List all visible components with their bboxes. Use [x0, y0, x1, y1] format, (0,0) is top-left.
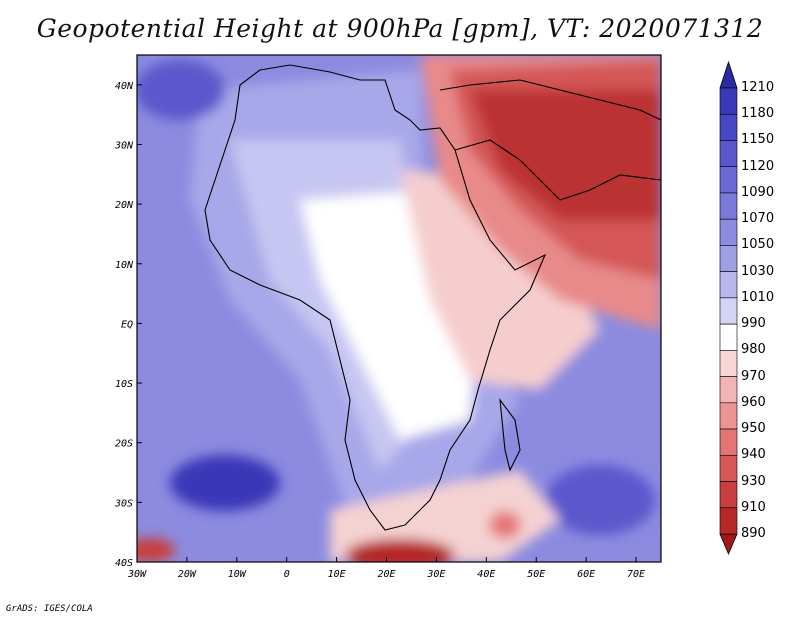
colorbar-top-triangle [719, 60, 738, 89]
colorbar-label: 1070 [741, 211, 775, 227]
lon-tick-label: 10W [228, 569, 247, 580]
lon-tick-label: 60E [577, 569, 595, 580]
colorbar-bottom-triangle [719, 533, 738, 556]
lat-tick-label: EQ [121, 319, 133, 330]
colorbar-box [719, 323, 738, 351]
colorbar-box [719, 376, 738, 404]
colorbar-box [719, 454, 738, 482]
lon-tick-label: 30E [426, 569, 445, 580]
colorbar-label: 1030 [741, 263, 775, 279]
colorbar-label: 1120 [741, 158, 775, 174]
lon-tick-label: 20E [377, 569, 395, 580]
lat-tick-label: 30S [114, 498, 133, 509]
colorbar-box [719, 192, 738, 220]
colorbar-label: 930 [741, 473, 766, 489]
colorbar-label: 1010 [741, 289, 775, 305]
lat-tick-label: 20S [115, 439, 133, 450]
colorbar-label: 910 [741, 499, 766, 515]
colorbar-box [719, 350, 738, 377]
colorbar-label: 990 [741, 316, 766, 332]
colorbar-label: 970 [741, 368, 766, 384]
colorbar-label: 1150 [741, 132, 775, 148]
height-field [137, 55, 661, 562]
lon-tick-label: 50E [527, 569, 545, 580]
colorbar [719, 60, 738, 556]
lat-tick-label: 40N [115, 81, 134, 92]
colorbar-box [719, 271, 738, 299]
lat-tick-label: 20N [115, 200, 134, 211]
axis-ticks: 30W 20W 10W 0 10E 20E 30E 40E 50E 60E 70E 40N 30N 20N… [114, 81, 645, 580]
colorbar-box [719, 218, 738, 246]
colorbar-box [719, 507, 738, 535]
colorbar-label: 890 [741, 526, 766, 541]
colorbar-box [719, 87, 738, 115]
colorbar-label: 1180 [741, 106, 775, 122]
colorbar-label: 940 [741, 447, 766, 463]
colorbar-box [719, 245, 738, 272]
lon-tick-label: 10E [328, 569, 346, 580]
lon-tick-label: 20W [178, 569, 197, 580]
colorbar-label: 950 [741, 421, 766, 437]
colorbar-box [719, 402, 738, 430]
colorbar-label: 980 [741, 342, 766, 358]
colorbar-label: 1090 [741, 184, 775, 200]
lat-tick-label: 10N [115, 260, 134, 271]
colorbar-box [719, 140, 738, 168]
credit-text: GrADS: IGES/COLA [6, 604, 93, 614]
lon-tick-label: 70E [627, 569, 645, 580]
colorbar-box [719, 481, 738, 509]
colorbar-label: 1210 [741, 80, 775, 95]
map-frame [136, 54, 662, 563]
lon-tick-label: 40E [477, 569, 495, 580]
lat-tick-label: 10S [115, 379, 133, 390]
colorbar-box [719, 297, 738, 325]
colorbar-label: 1050 [741, 237, 775, 253]
coastlines [204, 64, 661, 531]
colorbar-label: 960 [741, 394, 766, 410]
lon-tick-label: 0 [284, 569, 290, 580]
lat-tick-label: 30N [114, 140, 134, 151]
colorbar-box [719, 428, 738, 456]
lat-tick-label: 40S [115, 558, 133, 569]
colorbar-box [719, 166, 738, 194]
map-title: Geopotential Height at 900hPa [gpm], VT:… [36, 14, 764, 43]
colorbar-box [719, 113, 738, 141]
lon-tick-label: 30W [127, 569, 147, 580]
